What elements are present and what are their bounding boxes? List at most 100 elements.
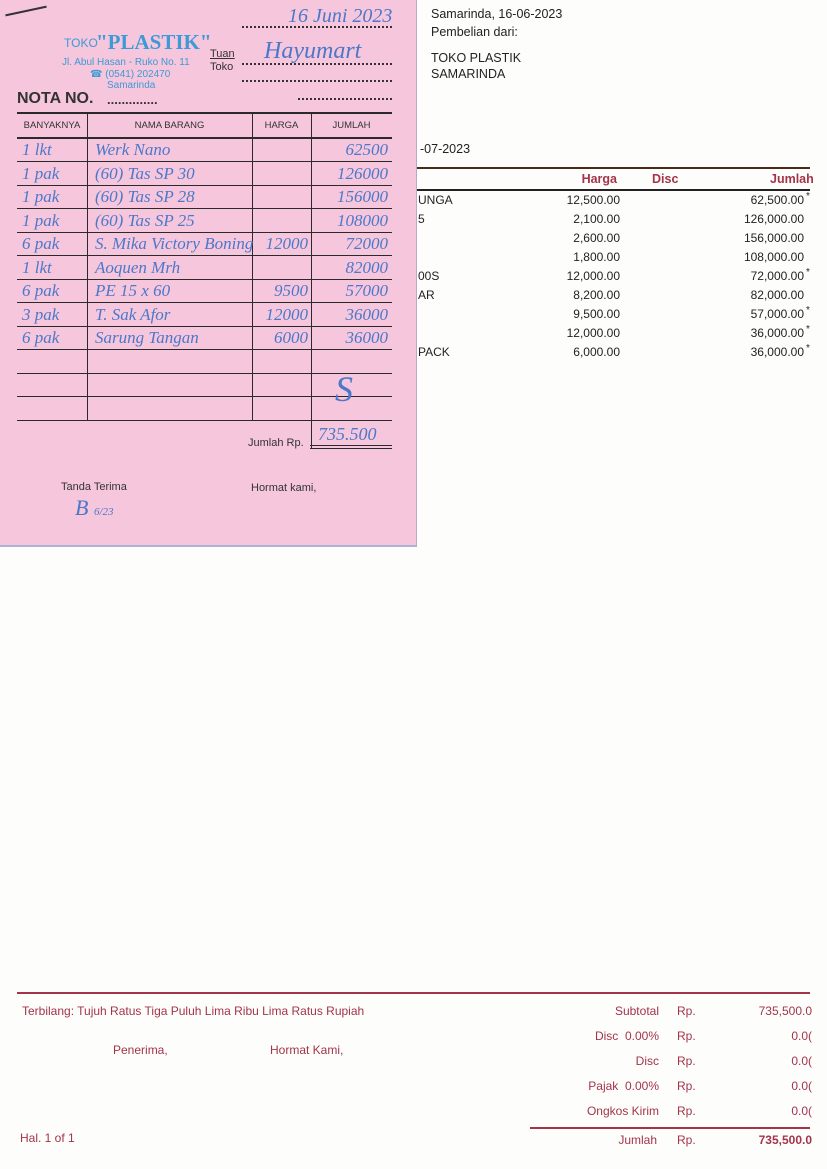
row-line (17, 231, 392, 233)
row-line (17, 161, 392, 162)
row-total: 36000 (345, 328, 389, 347)
row-total: 82000 (345, 257, 389, 277)
handwritten-customer: Hayumart (264, 38, 362, 64)
invoice-item-jumlah: 36,000.00 (750, 326, 804, 340)
summary-value: 0.0( (791, 1079, 812, 1093)
shop-address: Jl. Abul Hasan - Ruko No. 11 (62, 57, 190, 68)
row-name: Sarung Tangan (95, 328, 199, 347)
invoice-item-harga: 2,600.00 (573, 231, 620, 245)
invoice-item-jumlah: 62,500.00 (750, 193, 804, 207)
invoice-supplier-name: TOKO PLASTIK (431, 51, 522, 65)
tuan-label: Tuan (210, 48, 235, 60)
summary-currency: Rp. (677, 1079, 696, 1093)
invoice-item-jumlah: 57,000.00 (750, 307, 804, 321)
summary-value: 735,500.0 (758, 1004, 812, 1018)
row-qty: 6 pak (22, 328, 60, 347)
row-qty: 6 pak (22, 234, 60, 253)
invoice-item-harga: 1,800.00 (573, 250, 620, 264)
row-name: (60) Tas SP 25 (95, 210, 195, 230)
terbilang: Terbilang: Tujuh Ratus Tiga Puluh Lima R… (22, 1004, 365, 1018)
shop-prefix: TOKO (64, 36, 98, 50)
invoice-item-name: 00S (418, 269, 440, 283)
invoice-supplier-city: SAMARINDA (431, 67, 506, 81)
invoice-item-jumlah: 36,000.00 (750, 345, 804, 359)
row-qty: 1 pak (22, 163, 60, 183)
col-jumlah: Jumlah (770, 172, 814, 186)
handwritten-receipt: TOKO "PLASTIK" Jl. Abul Hasan - Ruko No.… (0, 0, 417, 547)
column-header: NAMA BARANG (134, 120, 205, 131)
invoice-item-jumlah: 126,000.00 (743, 212, 804, 226)
row-qty: 1 pak (22, 210, 60, 230)
row-name: Werk Nano (95, 140, 171, 159)
invoice-due-date: -07-2023 (420, 142, 471, 156)
toko-label: Toko (210, 61, 234, 73)
invoice-item-harga: 8,200.00 (573, 288, 620, 302)
invoice-item-mark: * (806, 191, 810, 202)
invoice-item-harga: 12,500.00 (566, 193, 620, 207)
shop-phone: ☎ (0541) 202470 (90, 69, 171, 80)
tanda-terima-label: Tanda Terima (61, 481, 127, 493)
invoice-item-name: PACK (418, 345, 450, 359)
row-name: (60) Tas SP 30 (95, 163, 195, 183)
total-rule (530, 1127, 810, 1129)
column-header: JUMLAH (332, 120, 371, 131)
pen-mark (5, 5, 47, 17)
column-header: HARGA (264, 120, 299, 131)
table-header-rule (410, 189, 810, 191)
invoice-item-name: 5 (418, 212, 425, 226)
row-qty: 1 lkt (22, 140, 52, 159)
row-line (17, 325, 392, 327)
summary-currency: Rp. (677, 1004, 696, 1018)
invoice-item-mark: * (806, 324, 810, 335)
invoice-item-name: UNGA (418, 193, 453, 207)
invoice-item-harga: 2,100.00 (573, 212, 620, 226)
summary-value: 0.0( (791, 1104, 812, 1118)
row-name: PE 15 x 60 (95, 281, 171, 300)
row-name: (60) Tas SP 28 (95, 187, 195, 206)
hormat-kami-label: Hormat kami, (251, 482, 317, 494)
shop-city: Samarinda (107, 80, 156, 91)
page-number: Hal. 1 of 1 (20, 1131, 75, 1145)
row-total: 72000 (345, 234, 389, 253)
row-price: 12000 (265, 304, 309, 324)
row-price: 9500 (274, 281, 308, 300)
row-total: 108000 (337, 210, 388, 230)
grand-total-currency: Rp. (677, 1133, 696, 1147)
row-qty: 6 pak (22, 281, 60, 300)
row-name: S. Mika Victory Boning (95, 234, 254, 253)
footer-rule (17, 992, 810, 994)
col-harga: Harga (581, 172, 617, 186)
row-total: 57000 (345, 281, 389, 300)
summary-label: Subtotal (614, 1004, 659, 1018)
handwritten-total: 735.500 (318, 424, 377, 444)
invoice-item-name: AR (418, 288, 435, 302)
summary-label: Pajak 0.00% (588, 1079, 659, 1093)
invoice-place-date: Samarinda, 16-06-2023 (431, 7, 563, 21)
grand-total-value: 735,500.0 (758, 1133, 812, 1147)
nota-label: NOTA NO. (17, 90, 94, 107)
row-qty: 1 pak (22, 187, 60, 206)
row-line (17, 184, 392, 186)
row-line (17, 302, 392, 303)
penerima-label: Penerima, (113, 1043, 168, 1057)
handwritten-date: 16 Juni 2023 (288, 5, 393, 27)
invoice-item-jumlah: 108,000.00 (743, 250, 804, 264)
row-line (17, 372, 392, 374)
invoice-item-harga: 9,500.00 (573, 307, 620, 321)
total-label: Jumlah Rp. (248, 437, 304, 449)
grand-total-label: Jumlah (618, 1133, 657, 1147)
row-line (17, 419, 392, 421)
invoice-item-harga: 12,000.00 (566, 269, 620, 283)
row-line (17, 396, 392, 397)
summary-value: 0.0( (791, 1054, 812, 1068)
row-price: 12000 (265, 234, 309, 253)
invoice-item-jumlah: 82,000.00 (750, 288, 804, 302)
column-header: BANYAKNYA (23, 120, 81, 131)
summary-currency: Rp. (677, 1029, 696, 1043)
summary-currency: Rp. (677, 1104, 696, 1118)
summary-value: 0.0( (791, 1029, 812, 1043)
invoice-item-mark: * (806, 267, 810, 278)
row-line (17, 278, 392, 280)
row-total: 126000 (337, 163, 388, 183)
invoice-item-harga: 12,000.00 (566, 326, 620, 340)
